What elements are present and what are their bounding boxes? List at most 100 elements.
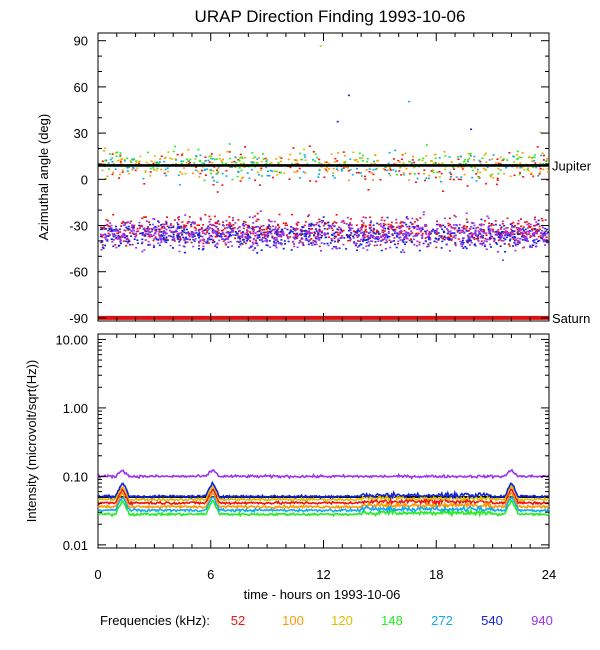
azimuth-point — [361, 160, 364, 162]
azimuth-point — [256, 244, 259, 247]
azimuth-point — [528, 233, 531, 235]
azimuth-point — [178, 216, 180, 218]
azimuth-point — [403, 237, 406, 240]
azimuth-point — [308, 231, 311, 233]
azimuth-point — [448, 239, 451, 241]
azimuth-point — [226, 238, 229, 241]
azimuth-point — [486, 238, 488, 241]
azimuth-point — [159, 158, 162, 160]
azimuth-point — [172, 247, 174, 249]
azimuth-point — [296, 169, 299, 172]
azimuth-point — [453, 234, 456, 237]
azimuth-point — [519, 166, 522, 169]
azimuth-point — [521, 152, 524, 154]
azimuth-point — [325, 236, 328, 239]
azimuth-point — [441, 240, 444, 243]
azimuth-point — [199, 154, 202, 157]
azimuth-point — [459, 178, 462, 181]
azimuth-point — [224, 234, 227, 237]
azimuth-point — [313, 231, 316, 233]
azimuth-point — [239, 180, 242, 182]
azimuth-point — [227, 223, 230, 226]
azimuth-point — [173, 231, 175, 233]
azimuth-point — [544, 230, 547, 232]
azimuth-point — [335, 245, 337, 248]
azimuth-point — [431, 230, 434, 233]
azimuth-point — [122, 224, 125, 227]
azimuth-point — [493, 238, 496, 240]
azimuth-point — [213, 179, 216, 182]
azimuth-point — [115, 237, 118, 239]
azimuth-point — [339, 227, 342, 230]
azimuth-point — [399, 167, 402, 169]
azimuth-point — [300, 234, 303, 236]
azimuth-point — [256, 252, 259, 254]
azimuth-point — [385, 234, 388, 236]
azimuth-point — [198, 248, 200, 250]
azimuth-point — [265, 228, 268, 230]
azimuth-point — [116, 159, 119, 162]
azimuth-point — [457, 158, 460, 160]
azimuth-point — [208, 232, 211, 235]
azimuth-point — [405, 241, 408, 243]
azimuth-point — [160, 231, 163, 233]
azimuth-point — [148, 221, 150, 223]
azimuth-point — [315, 180, 318, 183]
azimuth-point — [294, 229, 297, 232]
azimuth-point — [191, 235, 194, 238]
azimuth-point — [188, 216, 191, 218]
azimuth-point — [343, 222, 346, 224]
intensity-y-tick-label: 0.01 — [63, 538, 88, 553]
azimuth-point — [218, 154, 221, 156]
azimuth-point — [518, 240, 521, 242]
azimuth-point — [408, 234, 411, 237]
azimuth-point — [396, 226, 398, 229]
azimuth-point — [276, 240, 279, 243]
azimuth-point — [308, 227, 310, 230]
azimuth-point — [151, 235, 154, 238]
azimuth-point — [203, 238, 205, 241]
azimuth-point — [245, 233, 248, 236]
azimuth-point — [293, 243, 295, 245]
azimuth-point — [201, 169, 203, 172]
azimuth-point — [114, 235, 117, 237]
azimuth-point — [163, 234, 166, 237]
azimuth-point — [468, 157, 471, 160]
azimuth-point — [161, 227, 164, 229]
azimuth-point — [362, 237, 365, 239]
azimuth-point — [169, 244, 172, 247]
azimuth-point — [144, 234, 147, 236]
azimuth-point — [317, 239, 320, 241]
azimuth-point — [395, 173, 398, 176]
azimuth-point — [429, 238, 432, 241]
azimuth-point — [343, 161, 346, 163]
azimuth-point — [328, 168, 330, 170]
azimuth-point — [539, 162, 542, 164]
azimuth-point — [270, 220, 273, 223]
azimuth-point — [316, 222, 319, 224]
azimuth-point — [121, 233, 124, 235]
azimuth-point — [468, 238, 471, 240]
intensity-y-tick-label: 10.00 — [55, 332, 88, 347]
azimuth-point — [376, 159, 379, 162]
azimuth-point — [280, 242, 283, 245]
azimuth-point — [402, 225, 405, 227]
azimuth-point — [468, 236, 471, 239]
azimuth-point — [411, 159, 414, 161]
azimuth-point — [519, 162, 522, 164]
azimuth-point — [418, 243, 421, 246]
azimuth-point — [308, 239, 311, 241]
azimuth-point — [514, 243, 517, 245]
azimuth-point — [493, 240, 496, 243]
azimuth-point — [519, 228, 522, 230]
azimuth-point — [460, 231, 463, 234]
azimuth-point — [410, 240, 413, 242]
azimuth-point — [408, 228, 411, 230]
azimuth-point — [439, 226, 442, 228]
azimuth-point — [490, 235, 493, 238]
azimuth-point — [310, 232, 313, 234]
azimuth-point — [185, 225, 188, 227]
azimuth-point — [527, 222, 530, 225]
azimuth-point — [480, 228, 483, 230]
azimuth-point — [533, 160, 536, 162]
